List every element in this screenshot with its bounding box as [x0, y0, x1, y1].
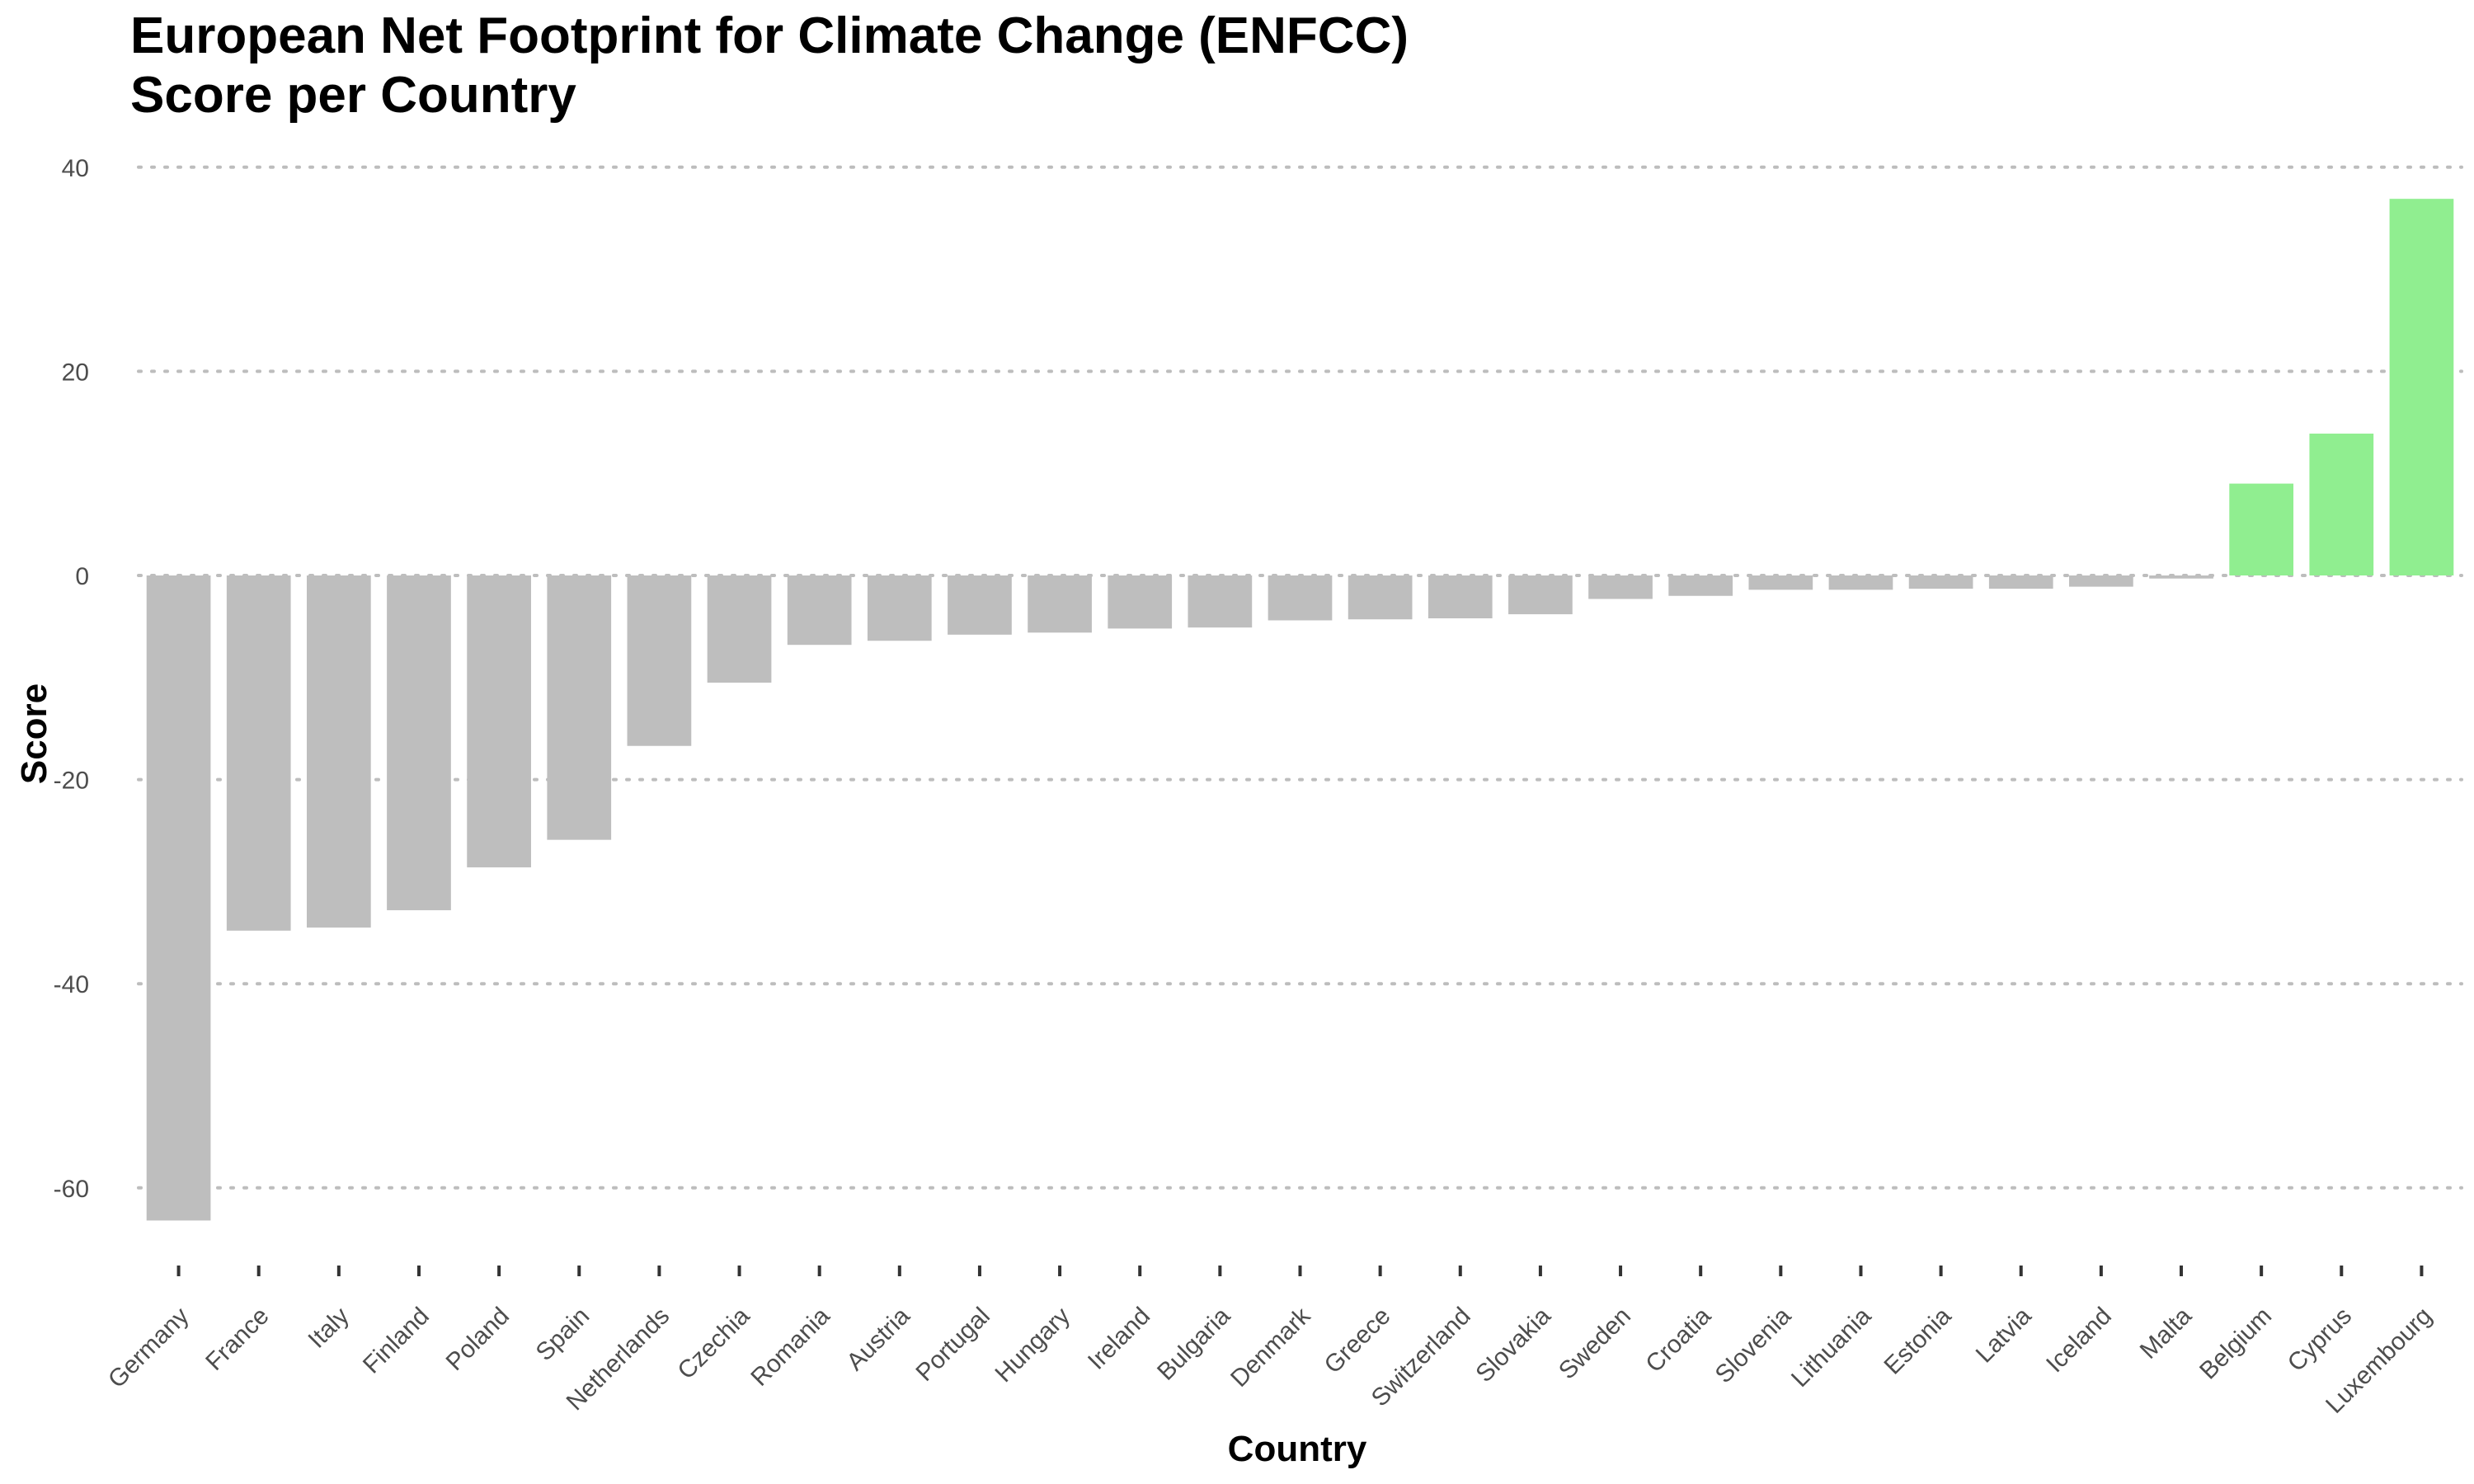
chart-title-line-1: European Net Footprint for Climate Chang…: [130, 7, 1409, 64]
bar-slovakia: [1508, 575, 1573, 615]
bar-romania: [787, 575, 852, 646]
bar-italy: [306, 575, 371, 928]
x-tick-label: Finland: [358, 1303, 435, 1379]
y-axis-ticks: 40 20 0 -20 -40 -60: [54, 155, 89, 1203]
bar-greece: [1348, 575, 1413, 620]
x-tick-label: Iceland: [2041, 1303, 2117, 1378]
bar-austria: [867, 575, 932, 641]
bar-iceland: [2069, 575, 2133, 587]
x-tick-label: Portugal: [911, 1303, 995, 1387]
x-tick-label: Estonia: [1879, 1302, 1956, 1379]
bar-denmark: [1268, 575, 1333, 621]
x-tick-label: Czechia: [673, 1302, 755, 1384]
bar-finland: [387, 575, 451, 911]
x-tick-label: Greece: [1319, 1303, 1396, 1379]
bar-portugal: [948, 575, 1012, 635]
bar-cyprus: [2309, 433, 2374, 575]
bar-belgium: [2229, 483, 2294, 575]
x-tick-label: Bulgaria: [1152, 1302, 1235, 1385]
bar-czechia: [707, 575, 772, 683]
bar-slovenia: [1748, 575, 1813, 590]
x-tick-label: Slovakia: [1470, 1302, 1556, 1388]
x-tick-label: Germany: [103, 1303, 195, 1394]
bar-switzerland: [1427, 575, 1493, 618]
bar-germany: [146, 575, 211, 1221]
x-tick-label: Romania: [745, 1302, 835, 1391]
x-tick-label: Hungary: [990, 1303, 1076, 1388]
bar-poland: [467, 575, 531, 868]
y-tick-label: 0: [75, 563, 89, 590]
x-tick-label: Cyprus: [2283, 1303, 2358, 1378]
y-tick-label: -40: [54, 971, 89, 998]
bar-bulgaria: [1188, 575, 1253, 628]
x-tick-label: Denmark: [1225, 1302, 1316, 1392]
y-axis-title: Score: [14, 683, 54, 784]
x-tick-label: Malta: [2135, 1302, 2197, 1364]
bar-ireland: [1108, 575, 1173, 629]
y-tick-label: -60: [54, 1176, 89, 1203]
bar-croatia: [1668, 575, 1733, 596]
x-tick-label: Ireland: [1083, 1303, 1155, 1375]
x-tick-label: France: [200, 1303, 274, 1376]
x-tick-label: Poland: [441, 1303, 515, 1376]
x-tick-label: Slovenia: [1710, 1302, 1797, 1388]
bar-hungary: [1028, 575, 1092, 633]
bars: [146, 199, 2454, 1221]
x-tick-label: Latvia: [1971, 1302, 2037, 1368]
y-tick-label: 40: [62, 155, 89, 182]
chart-title: European Net Footprint for Climate Chang…: [130, 7, 1409, 125]
bar-france: [226, 575, 291, 931]
x-axis-ticks: Germany France Italy Finland Poland SpainNeth…: [103, 1266, 2437, 1419]
x-tick-label: Croatia: [1640, 1302, 1716, 1378]
bar-estonia: [1908, 575, 1973, 589]
x-tick-label: Lithuania: [1786, 1302, 1877, 1392]
x-tick-label: Belgium: [2194, 1303, 2277, 1385]
bar-luxembourg: [2389, 199, 2454, 576]
x-tick-label: Sweden: [1554, 1303, 1636, 1385]
bar-latvia: [1988, 575, 2053, 589]
chart-title-line-2: Score per Country: [130, 67, 576, 124]
x-tick-label: Spain: [531, 1303, 595, 1367]
y-tick-label: -20: [54, 768, 89, 795]
x-axis-title: Country: [1228, 1429, 1367, 1469]
bar-netherlands: [627, 575, 692, 746]
bar-lithuania: [1828, 575, 1893, 590]
x-tick-label: Austria: [841, 1302, 915, 1376]
y-tick-label: 20: [62, 359, 89, 386]
bar-spain: [547, 575, 612, 840]
bar-sweden: [1588, 575, 1653, 599]
bar-malta: [2149, 575, 2213, 579]
x-tick-label: Italy: [303, 1303, 355, 1354]
